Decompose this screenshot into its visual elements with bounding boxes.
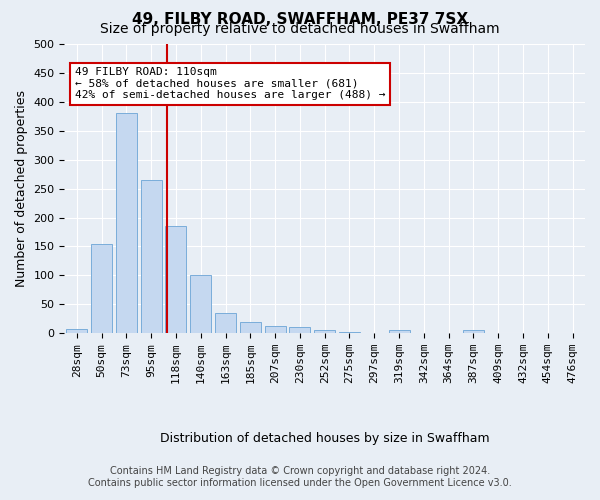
Bar [91, 244, 112, 333]
Bar [289, 328, 310, 333]
Bar [166, 226, 187, 333]
Bar [265, 326, 286, 333]
Y-axis label: Number of detached properties: Number of detached properties [15, 90, 28, 287]
Bar [116, 114, 137, 333]
Bar [215, 313, 236, 333]
Text: Size of property relative to detached houses in Swaffham: Size of property relative to detached ho… [100, 22, 500, 36]
Bar [190, 276, 211, 333]
Bar [339, 332, 360, 333]
Text: Contains HM Land Registry data © Crown copyright and database right 2024.
Contai: Contains HM Land Registry data © Crown c… [88, 466, 512, 487]
Bar [66, 328, 88, 333]
Text: 49 FILBY ROAD: 110sqm
← 58% of detached houses are smaller (681)
42% of semi-det: 49 FILBY ROAD: 110sqm ← 58% of detached … [75, 67, 385, 100]
Bar [140, 180, 162, 333]
Text: 49, FILBY ROAD, SWAFFHAM, PE37 7SX: 49, FILBY ROAD, SWAFFHAM, PE37 7SX [132, 12, 468, 28]
X-axis label: Distribution of detached houses by size in Swaffham: Distribution of detached houses by size … [160, 432, 490, 445]
Bar [240, 322, 261, 333]
Bar [389, 330, 410, 333]
Bar [314, 330, 335, 333]
Bar [463, 330, 484, 333]
